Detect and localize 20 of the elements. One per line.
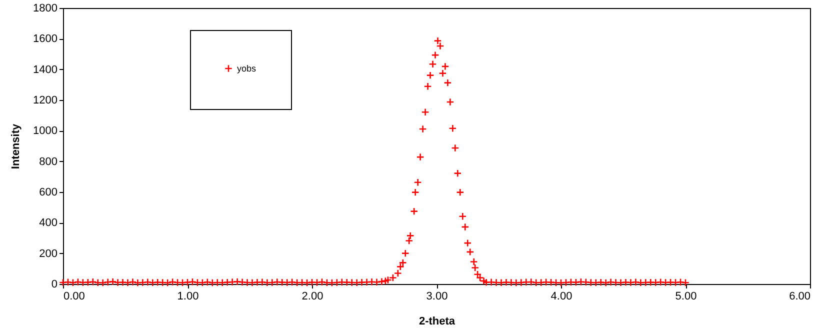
legend-label: yobs <box>237 64 257 74</box>
y-tick-label: 1600 <box>33 33 58 46</box>
y-tick-label: 200 <box>39 248 58 260</box>
x-tick-label: 3.00 <box>426 290 448 302</box>
x-tick-label: 0.00 <box>64 290 85 302</box>
x-tick-label: 1.00 <box>177 290 199 302</box>
y-tick-label: 1800 <box>33 2 58 14</box>
x-tick-label: 2.00 <box>302 290 324 302</box>
y-tick-label: 400 <box>39 217 58 230</box>
y-tick-label: 600 <box>39 186 58 198</box>
y-tick-label: 800 <box>39 156 58 168</box>
y-axis-title: Intensity <box>10 123 22 170</box>
x-tick-label: 6.00 <box>789 290 810 302</box>
y-tick-label: 1200 <box>33 94 58 106</box>
x-axis-title: 2-theta <box>418 316 456 328</box>
x-tick-label: 5.00 <box>675 290 697 302</box>
y-tick-label: 1400 <box>33 64 58 76</box>
x-tick-label: 4.00 <box>550 290 572 302</box>
y-tick-label: 1000 <box>33 125 58 138</box>
y-tick-label: 0 <box>51 278 58 290</box>
